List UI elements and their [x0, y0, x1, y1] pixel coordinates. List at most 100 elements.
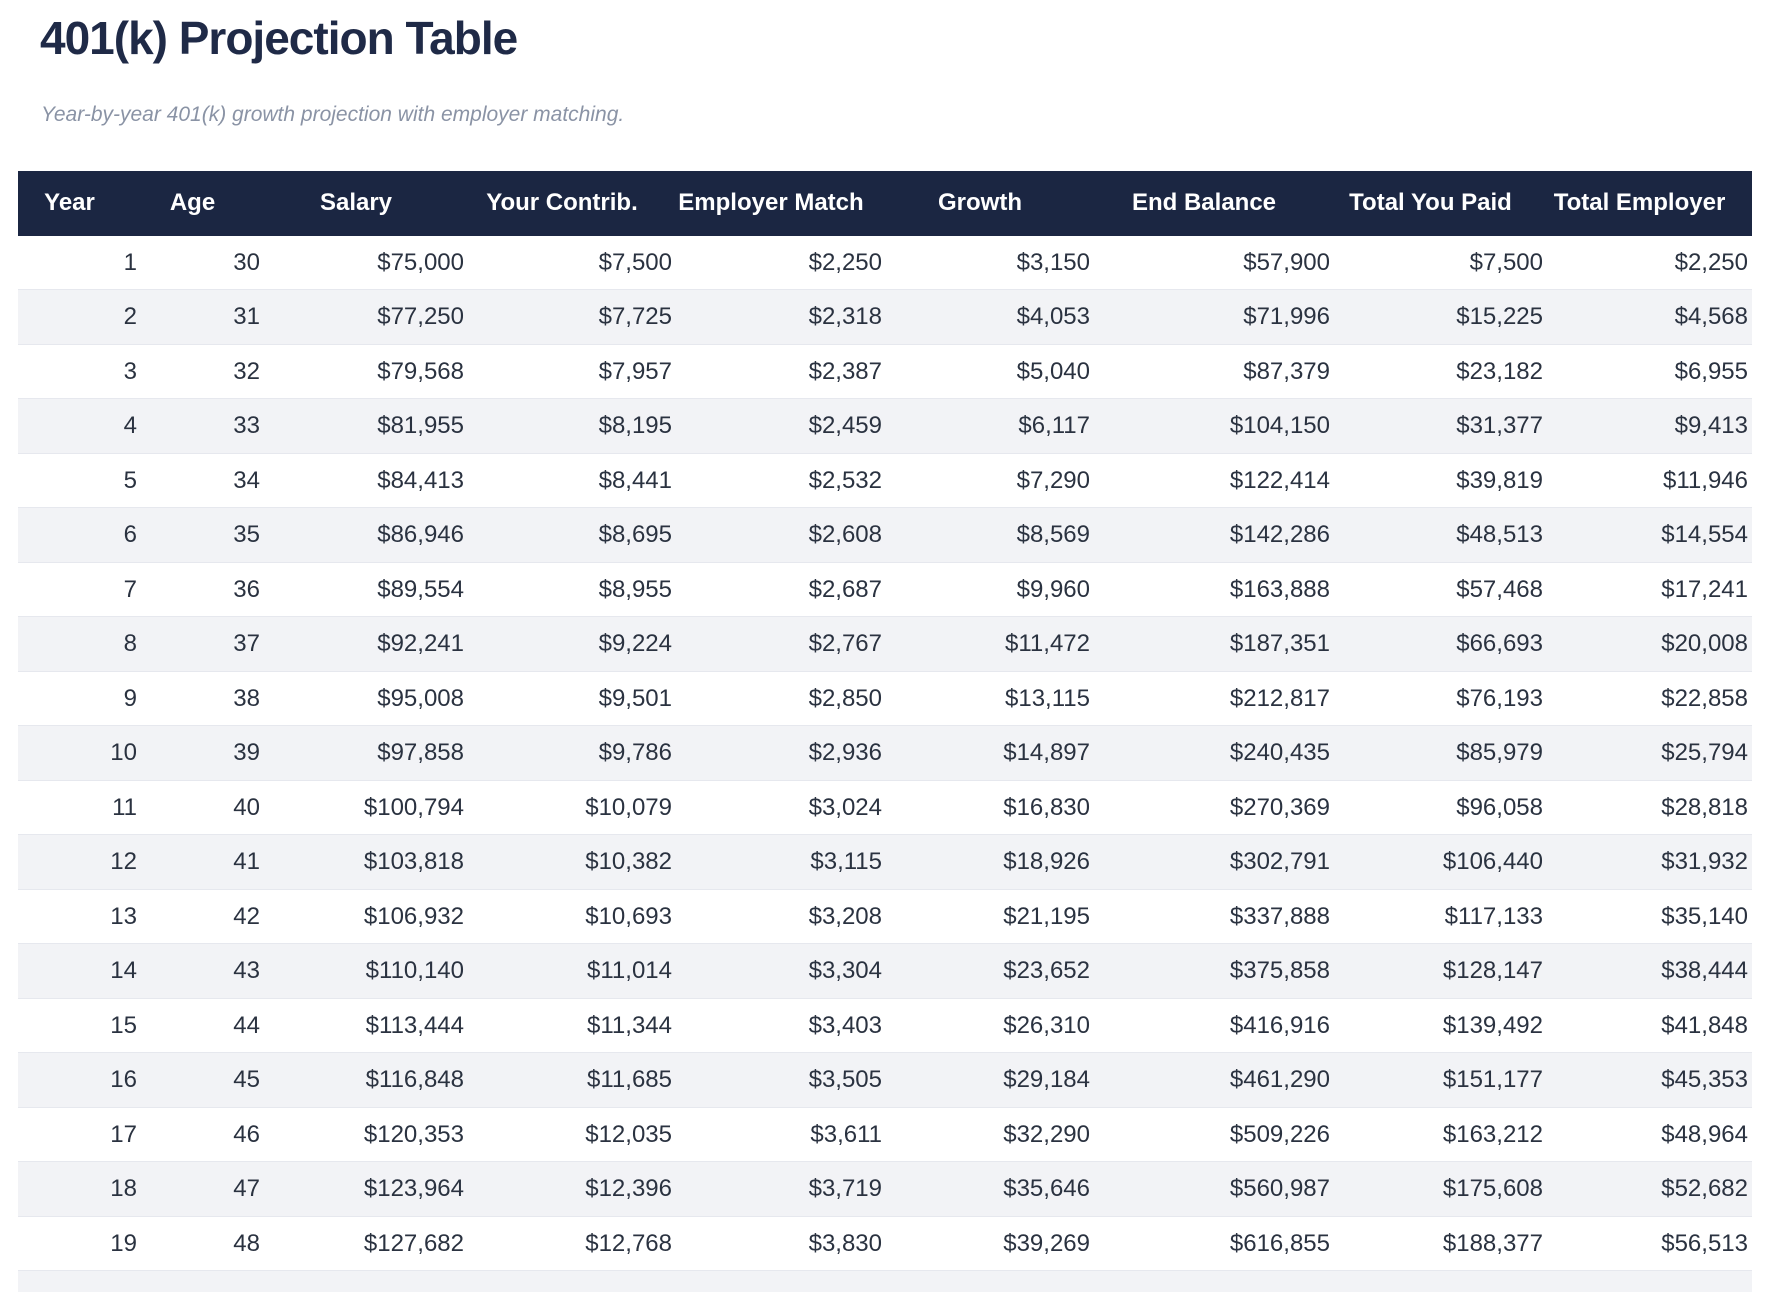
partial-row [18, 1270, 1752, 1292]
cell: $187,351 [1094, 616, 1334, 672]
table-row: 5 34 $84,413 $8,441 $2,532 $7,290 $122,414 $39,… [18, 453, 1752, 509]
cell: $175,608 [1334, 1161, 1547, 1217]
cell: $92,241 [264, 616, 468, 672]
cell: 43 [141, 943, 264, 999]
cell: $128,147 [1334, 943, 1547, 999]
cell: $106,440 [1334, 834, 1547, 890]
cell: $11,344 [468, 998, 676, 1054]
cell: $57,468 [1334, 562, 1547, 618]
cell: $7,500 [468, 235, 676, 291]
cell: $103,818 [264, 834, 468, 890]
cell: $89,554 [264, 562, 468, 618]
cell: $142,286 [1094, 507, 1334, 563]
cell: $375,858 [1094, 943, 1334, 999]
cell: $31,377 [1334, 398, 1547, 454]
cell: $76,193 [1334, 671, 1547, 727]
column-header: End Balance [1094, 170, 1334, 236]
cell: $13,115 [886, 671, 1094, 727]
cell: $79,568 [264, 344, 468, 400]
cell: $8,955 [468, 562, 676, 618]
cell: $11,946 [1547, 453, 1752, 509]
column-header: Age [141, 170, 264, 236]
cell: 12 [18, 834, 141, 890]
cell: $22,858 [1547, 671, 1752, 727]
cell: $12,035 [468, 1107, 676, 1163]
cell: $120,353 [264, 1107, 468, 1163]
cell: 41 [141, 834, 264, 890]
cell: $117,133 [1334, 889, 1547, 945]
cell: $7,725 [468, 289, 676, 345]
column-header: Growth [886, 170, 1094, 236]
cell: $41,848 [1547, 998, 1752, 1054]
table-row: 6 35 $86,946 $8,695 $2,608 $8,569 $142,286 $48,… [18, 507, 1752, 563]
cell: $95,008 [264, 671, 468, 727]
cell: 5 [18, 453, 141, 509]
cell: $3,830 [676, 1216, 886, 1272]
cell: $509,226 [1094, 1107, 1334, 1163]
cell: $17,241 [1547, 562, 1752, 618]
cell: $2,250 [1547, 235, 1752, 291]
table-row: 16 45 $116,848 $11,685 $3,505 $29,184 $461,290… [18, 1052, 1752, 1108]
cell: $81,955 [264, 398, 468, 454]
cell: $616,855 [1094, 1216, 1334, 1272]
cell: 39 [141, 725, 264, 781]
cell: $12,768 [468, 1216, 676, 1272]
cell: $14,554 [1547, 507, 1752, 563]
cell: $39,269 [886, 1216, 1094, 1272]
cell: $57,900 [1094, 235, 1334, 291]
cell: $2,250 [676, 235, 886, 291]
cell: $163,212 [1334, 1107, 1547, 1163]
column-header: Year [18, 170, 141, 236]
cell: 34 [141, 453, 264, 509]
table-body: 1 30 $75,000 $7,500 $2,250 $3,150 $57,900 $7,50… [18, 235, 1752, 1272]
cell: $4,568 [1547, 289, 1752, 345]
table-row: 11 40 $100,794 $10,079 $3,024 $16,830 $270,369… [18, 780, 1752, 836]
table-row: 15 44 $113,444 $11,344 $3,403 $26,310 $416,916… [18, 998, 1752, 1054]
cell: 8 [18, 616, 141, 672]
cell: $7,500 [1334, 235, 1547, 291]
cell: $270,369 [1094, 780, 1334, 836]
cell: $10,693 [468, 889, 676, 945]
cell: 13 [18, 889, 141, 945]
cell: $2,687 [676, 562, 886, 618]
cell: 2 [18, 289, 141, 345]
cell: 16 [18, 1052, 141, 1108]
cell: $110,140 [264, 943, 468, 999]
cell: $9,224 [468, 616, 676, 672]
cell: $7,290 [886, 453, 1094, 509]
cell: $188,377 [1334, 1216, 1547, 1272]
cell: 40 [141, 780, 264, 836]
cell: $6,117 [886, 398, 1094, 454]
cell: $71,996 [1094, 289, 1334, 345]
cell: $2,767 [676, 616, 886, 672]
cell: $2,532 [676, 453, 886, 509]
cell: $8,695 [468, 507, 676, 563]
cell: $97,858 [264, 725, 468, 781]
cell: $116,848 [264, 1052, 468, 1108]
projection-table: Year Age Salary Your Contrib. Employer Match… [18, 170, 1752, 1292]
table-row: 17 46 $120,353 $12,035 $3,611 $32,290 $509,226… [18, 1107, 1752, 1163]
cell: $52,682 [1547, 1161, 1752, 1217]
cell: $48,964 [1547, 1107, 1752, 1163]
cell: $8,569 [886, 507, 1094, 563]
cell: 38 [141, 671, 264, 727]
cell: $87,379 [1094, 344, 1334, 400]
table-row: 13 42 $106,932 $10,693 $3,208 $21,195 $337,888… [18, 889, 1752, 945]
cell: $9,413 [1547, 398, 1752, 454]
cell: $104,150 [1094, 398, 1334, 454]
cell: $9,786 [468, 725, 676, 781]
cell: 37 [141, 616, 264, 672]
cell: $32,290 [886, 1107, 1094, 1163]
cell: $26,310 [886, 998, 1094, 1054]
cell: $38,444 [1547, 943, 1752, 999]
cell: 15 [18, 998, 141, 1054]
cell: $6,955 [1547, 344, 1752, 400]
cell: $8,441 [468, 453, 676, 509]
table-row: 7 36 $89,554 $8,955 $2,687 $9,960 $163,888 $57,… [18, 562, 1752, 618]
cell: $3,150 [886, 235, 1094, 291]
cell: $39,819 [1334, 453, 1547, 509]
cell: $240,435 [1094, 725, 1334, 781]
table-row: 12 41 $103,818 $10,382 $3,115 $18,926 $302,791… [18, 834, 1752, 890]
cell: 42 [141, 889, 264, 945]
cell: 14 [18, 943, 141, 999]
